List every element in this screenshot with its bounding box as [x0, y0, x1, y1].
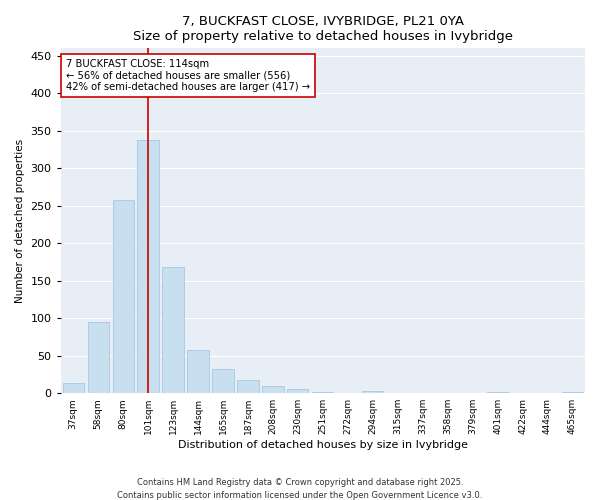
Bar — [562, 392, 583, 393]
Bar — [88, 322, 109, 393]
Bar — [113, 200, 134, 393]
Bar — [137, 140, 159, 393]
Text: Contains HM Land Registry data © Crown copyright and database right 2025.
Contai: Contains HM Land Registry data © Crown c… — [118, 478, 482, 500]
Bar — [287, 390, 308, 393]
X-axis label: Distribution of detached houses by size in Ivybridge: Distribution of detached houses by size … — [178, 440, 468, 450]
Bar — [163, 268, 184, 393]
Bar — [62, 384, 84, 393]
Text: 7 BUCKFAST CLOSE: 114sqm
← 56% of detached houses are smaller (556)
42% of semi-: 7 BUCKFAST CLOSE: 114sqm ← 56% of detach… — [66, 58, 310, 92]
Bar — [238, 380, 259, 393]
Bar — [262, 386, 284, 393]
Bar — [487, 392, 508, 393]
Bar — [187, 350, 209, 393]
Bar — [362, 391, 383, 393]
Bar — [212, 369, 233, 393]
Y-axis label: Number of detached properties: Number of detached properties — [15, 138, 25, 303]
Bar — [312, 392, 334, 393]
Title: 7, BUCKFAST CLOSE, IVYBRIDGE, PL21 0YA
Size of property relative to detached hou: 7, BUCKFAST CLOSE, IVYBRIDGE, PL21 0YA S… — [133, 15, 513, 43]
